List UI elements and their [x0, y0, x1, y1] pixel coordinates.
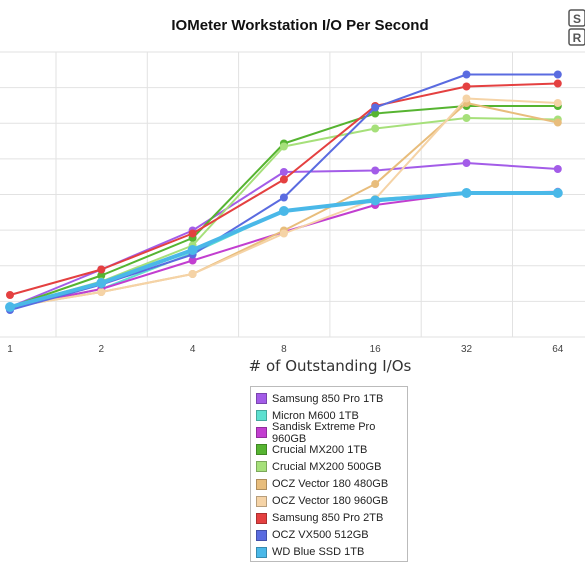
legend-item: Samsung 850 Pro 1TB	[251, 390, 407, 407]
legend-swatch	[256, 444, 267, 456]
data-point	[188, 270, 197, 278]
legend-item: OCZ VX500 512GB	[251, 527, 407, 544]
x-tick-label: 4	[190, 344, 196, 355]
data-point	[187, 245, 198, 255]
legend-item: Micron M600 1TB	[251, 407, 407, 424]
data-point	[278, 206, 289, 216]
x-tick-label: 2	[99, 344, 105, 355]
data-point	[553, 165, 562, 173]
x-axis-label: # of Outstanding I/Os	[248, 357, 412, 375]
data-point	[279, 175, 288, 184]
legend-label: OCZ VX500 512GB	[272, 529, 369, 542]
x-tick-label: 1	[7, 344, 13, 355]
chart-title: IOMeter Workstation I/O Per Second	[171, 17, 429, 34]
legend-swatch	[256, 512, 267, 524]
data-point	[461, 188, 472, 198]
legend-swatch	[256, 495, 267, 507]
x-tick-label: 16	[370, 344, 382, 355]
x-tick-labels: 1 2 4 8 16 32 64	[7, 344, 564, 355]
legend-label: Samsung 850 Pro 2TB	[272, 512, 384, 525]
legend-swatch	[256, 427, 267, 439]
svg-text:S: S	[573, 12, 581, 26]
legend-swatch	[256, 393, 267, 405]
data-point	[97, 288, 106, 296]
legend-swatch	[256, 461, 267, 473]
data-point	[462, 94, 471, 103]
legend-item: Samsung 850 Pro 2TB	[251, 510, 407, 527]
legend-label: OCZ Vector 180 960GB	[272, 495, 389, 508]
legend-item: WD Blue SSD 1TB	[251, 544, 407, 561]
data-point	[553, 70, 562, 79]
legend-item: OCZ Vector 180 480GB	[251, 475, 407, 492]
x-tick-label: 8	[281, 344, 287, 355]
data-point	[279, 142, 288, 151]
legend-swatch	[256, 478, 267, 490]
data-point	[97, 265, 106, 274]
legend: Samsung 850 Pro 1TB Micron M600 1TB Sandis…	[250, 386, 408, 562]
logo-icon: S R	[568, 9, 585, 46]
legend-label: Sandisk Extreme Pro 960GB	[272, 420, 376, 445]
data-point	[371, 124, 380, 133]
data-point	[371, 109, 380, 118]
data-point	[370, 195, 381, 206]
legend-item: Crucial MX200 1TB	[251, 441, 407, 458]
series-line	[9, 82, 559, 296]
data-point	[6, 291, 14, 299]
legend-label: Micron M600 1TB	[272, 409, 359, 422]
legend-label: OCZ Vector 180 480GB	[272, 478, 389, 491]
legend-label: Samsung 850 Pro 1TB	[272, 392, 384, 405]
data-point	[462, 159, 471, 167]
data-point	[553, 118, 562, 127]
data-point	[371, 166, 380, 175]
data-point	[462, 114, 471, 122]
series-line	[9, 102, 559, 308]
data-point	[553, 99, 562, 107]
legend-label: Crucial MX200 1TB	[272, 443, 368, 456]
legend-item: Crucial MX200 500GB	[251, 458, 407, 475]
legend-swatch	[256, 546, 267, 558]
data-point	[371, 180, 380, 188]
data-point	[279, 229, 288, 238]
data-point	[462, 70, 471, 79]
legend-label: WD Blue SSD 1TB	[272, 546, 365, 559]
data-point	[96, 278, 107, 288]
svg-text:R: R	[573, 31, 582, 45]
data-point	[279, 168, 288, 176]
data-point	[188, 229, 197, 238]
data-point	[462, 82, 471, 91]
x-tick-label: 64	[552, 344, 564, 355]
legend-swatch	[256, 529, 267, 541]
data-point	[552, 188, 563, 198]
legend-swatch	[256, 410, 267, 422]
data-point	[371, 103, 380, 112]
legend-item: Sandisk Extreme Pro 960GB	[251, 421, 407, 445]
legend-label: Crucial MX200 500GB	[272, 460, 382, 473]
series-line	[9, 97, 559, 308]
legend-item: OCZ Vector 180 960GB	[251, 493, 407, 510]
x-tick-label: 32	[461, 344, 473, 355]
chart-series	[5, 70, 563, 314]
data-point	[279, 193, 288, 202]
data-point	[5, 302, 15, 312]
data-point	[188, 256, 197, 265]
data-point	[553, 79, 562, 88]
chart-grid	[0, 51, 585, 338]
data-point	[97, 271, 106, 280]
